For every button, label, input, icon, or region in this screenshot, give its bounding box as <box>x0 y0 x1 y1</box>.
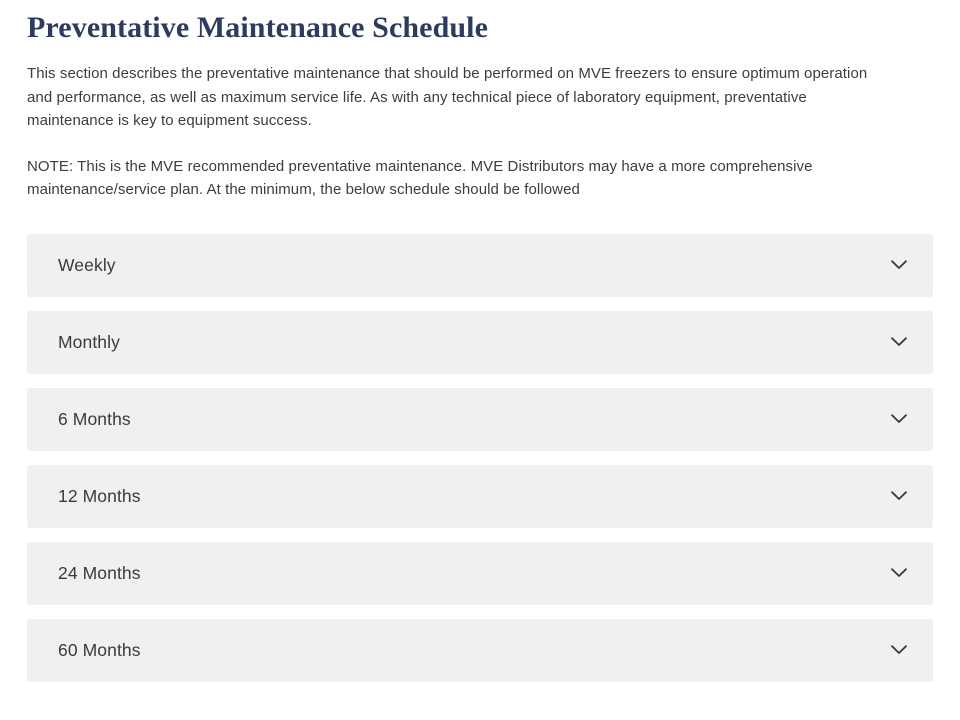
accordion-item-label: 6 Months <box>58 409 131 429</box>
intro-paragraph-note: NOTE: This is the MVE recommended preven… <box>27 157 813 199</box>
accordion-item-label: Weekly <box>58 255 116 275</box>
chevron-down-icon[interactable] <box>887 561 911 585</box>
chevron-down-icon[interactable] <box>887 638 911 662</box>
accordion-item-24-months[interactable]: 24 Months <box>27 541 933 605</box>
chevron-down-icon[interactable] <box>887 253 911 277</box>
chevron-down-icon[interactable] <box>887 330 911 354</box>
chevron-down-icon[interactable] <box>887 484 911 508</box>
accordion-item-12-months[interactable]: 12 Months <box>27 464 933 528</box>
accordion-item-weekly[interactable]: Weekly <box>27 233 933 297</box>
intro-paragraph-description: This section describes the preventative … <box>27 65 868 129</box>
accordion-item-6-months[interactable]: 6 Months <box>27 387 933 451</box>
accordion-item-label: 24 Months <box>58 563 141 583</box>
accordion-item-label: 12 Months <box>58 486 141 506</box>
accordion-item-60-months[interactable]: 60 Months <box>27 618 933 682</box>
accordion-item-monthly[interactable]: Monthly <box>27 310 933 374</box>
page-title: Preventative Maintenance Schedule <box>27 11 489 44</box>
intro-section: This section describes the preventative … <box>27 62 933 202</box>
maintenance-schedule-accordion: Weekly Monthly 6 Months <box>27 233 933 682</box>
accordion-item-label: 60 Months <box>58 640 141 660</box>
accordion-item-label: Monthly <box>58 332 120 352</box>
chevron-down-icon[interactable] <box>887 407 911 431</box>
